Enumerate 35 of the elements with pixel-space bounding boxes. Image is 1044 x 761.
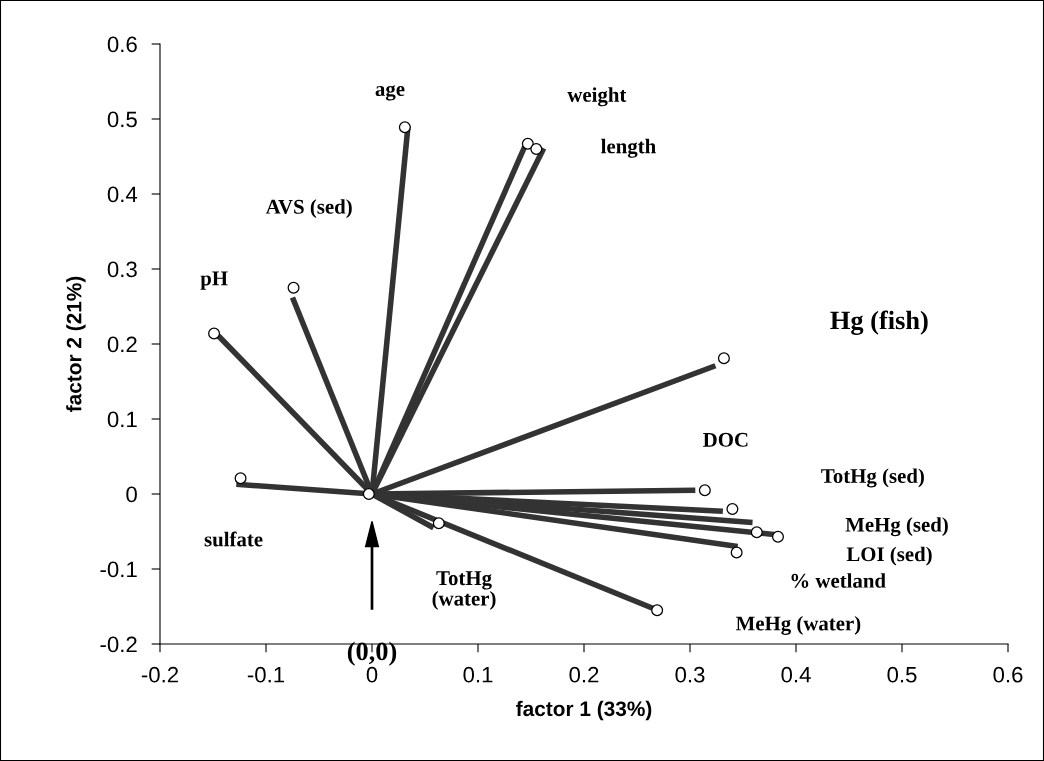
y-tick-label: 0 [126, 486, 137, 503]
annotation: age [375, 85, 405, 101]
y-tick-label: 0.5 [107, 111, 137, 128]
x-tick-label: -0.1 [247, 666, 285, 683]
x-tick-label: 0.2 [569, 666, 599, 683]
x-tick-label: 0.5 [887, 666, 917, 683]
x-tick-label: 0.1 [463, 666, 493, 683]
annotation: MeHg (water) [736, 615, 861, 635]
annotation: pH [200, 271, 228, 290]
x-tick-label: 0 [366, 666, 378, 683]
x-axis-title: factor 1 (33%) [516, 700, 652, 721]
annotation: LOI (sed) [846, 546, 932, 566]
y-tick-label: 0.6 [107, 36, 137, 53]
annotation: % wetland [791, 573, 886, 588]
annotation: DOC [703, 432, 748, 447]
y-tick-label: 0.4 [107, 186, 138, 203]
annotation: MeHg (sed) [845, 517, 948, 537]
y-tick-label: 0.2 [107, 336, 137, 353]
y-tick-label: -0.2 [100, 636, 137, 653]
x-tick-label: 0.6 [993, 666, 1023, 683]
y-tick-label: -0.1 [100, 561, 137, 578]
annotation: Hg (fish) [830, 310, 928, 335]
annotation: sulfate [204, 531, 263, 547]
annotation: (0,0) [347, 641, 397, 666]
annotation: AVS (sed) [265, 199, 352, 219]
annotation: length [601, 138, 656, 158]
annotation: weight [567, 87, 627, 107]
annotation: TotHg (water) [432, 571, 496, 610]
x-tick-label: -0.2 [141, 666, 179, 683]
x-tick-label: 0.3 [675, 666, 705, 683]
y-tick-label: 0.1 [107, 411, 137, 428]
y-tick-label: 0.3 [107, 261, 137, 278]
y-axis-title: factor 2 (21%) [66, 276, 86, 412]
x-tick-label: 0.4 [781, 666, 811, 683]
annotation: TotHg (sed) [821, 468, 924, 488]
